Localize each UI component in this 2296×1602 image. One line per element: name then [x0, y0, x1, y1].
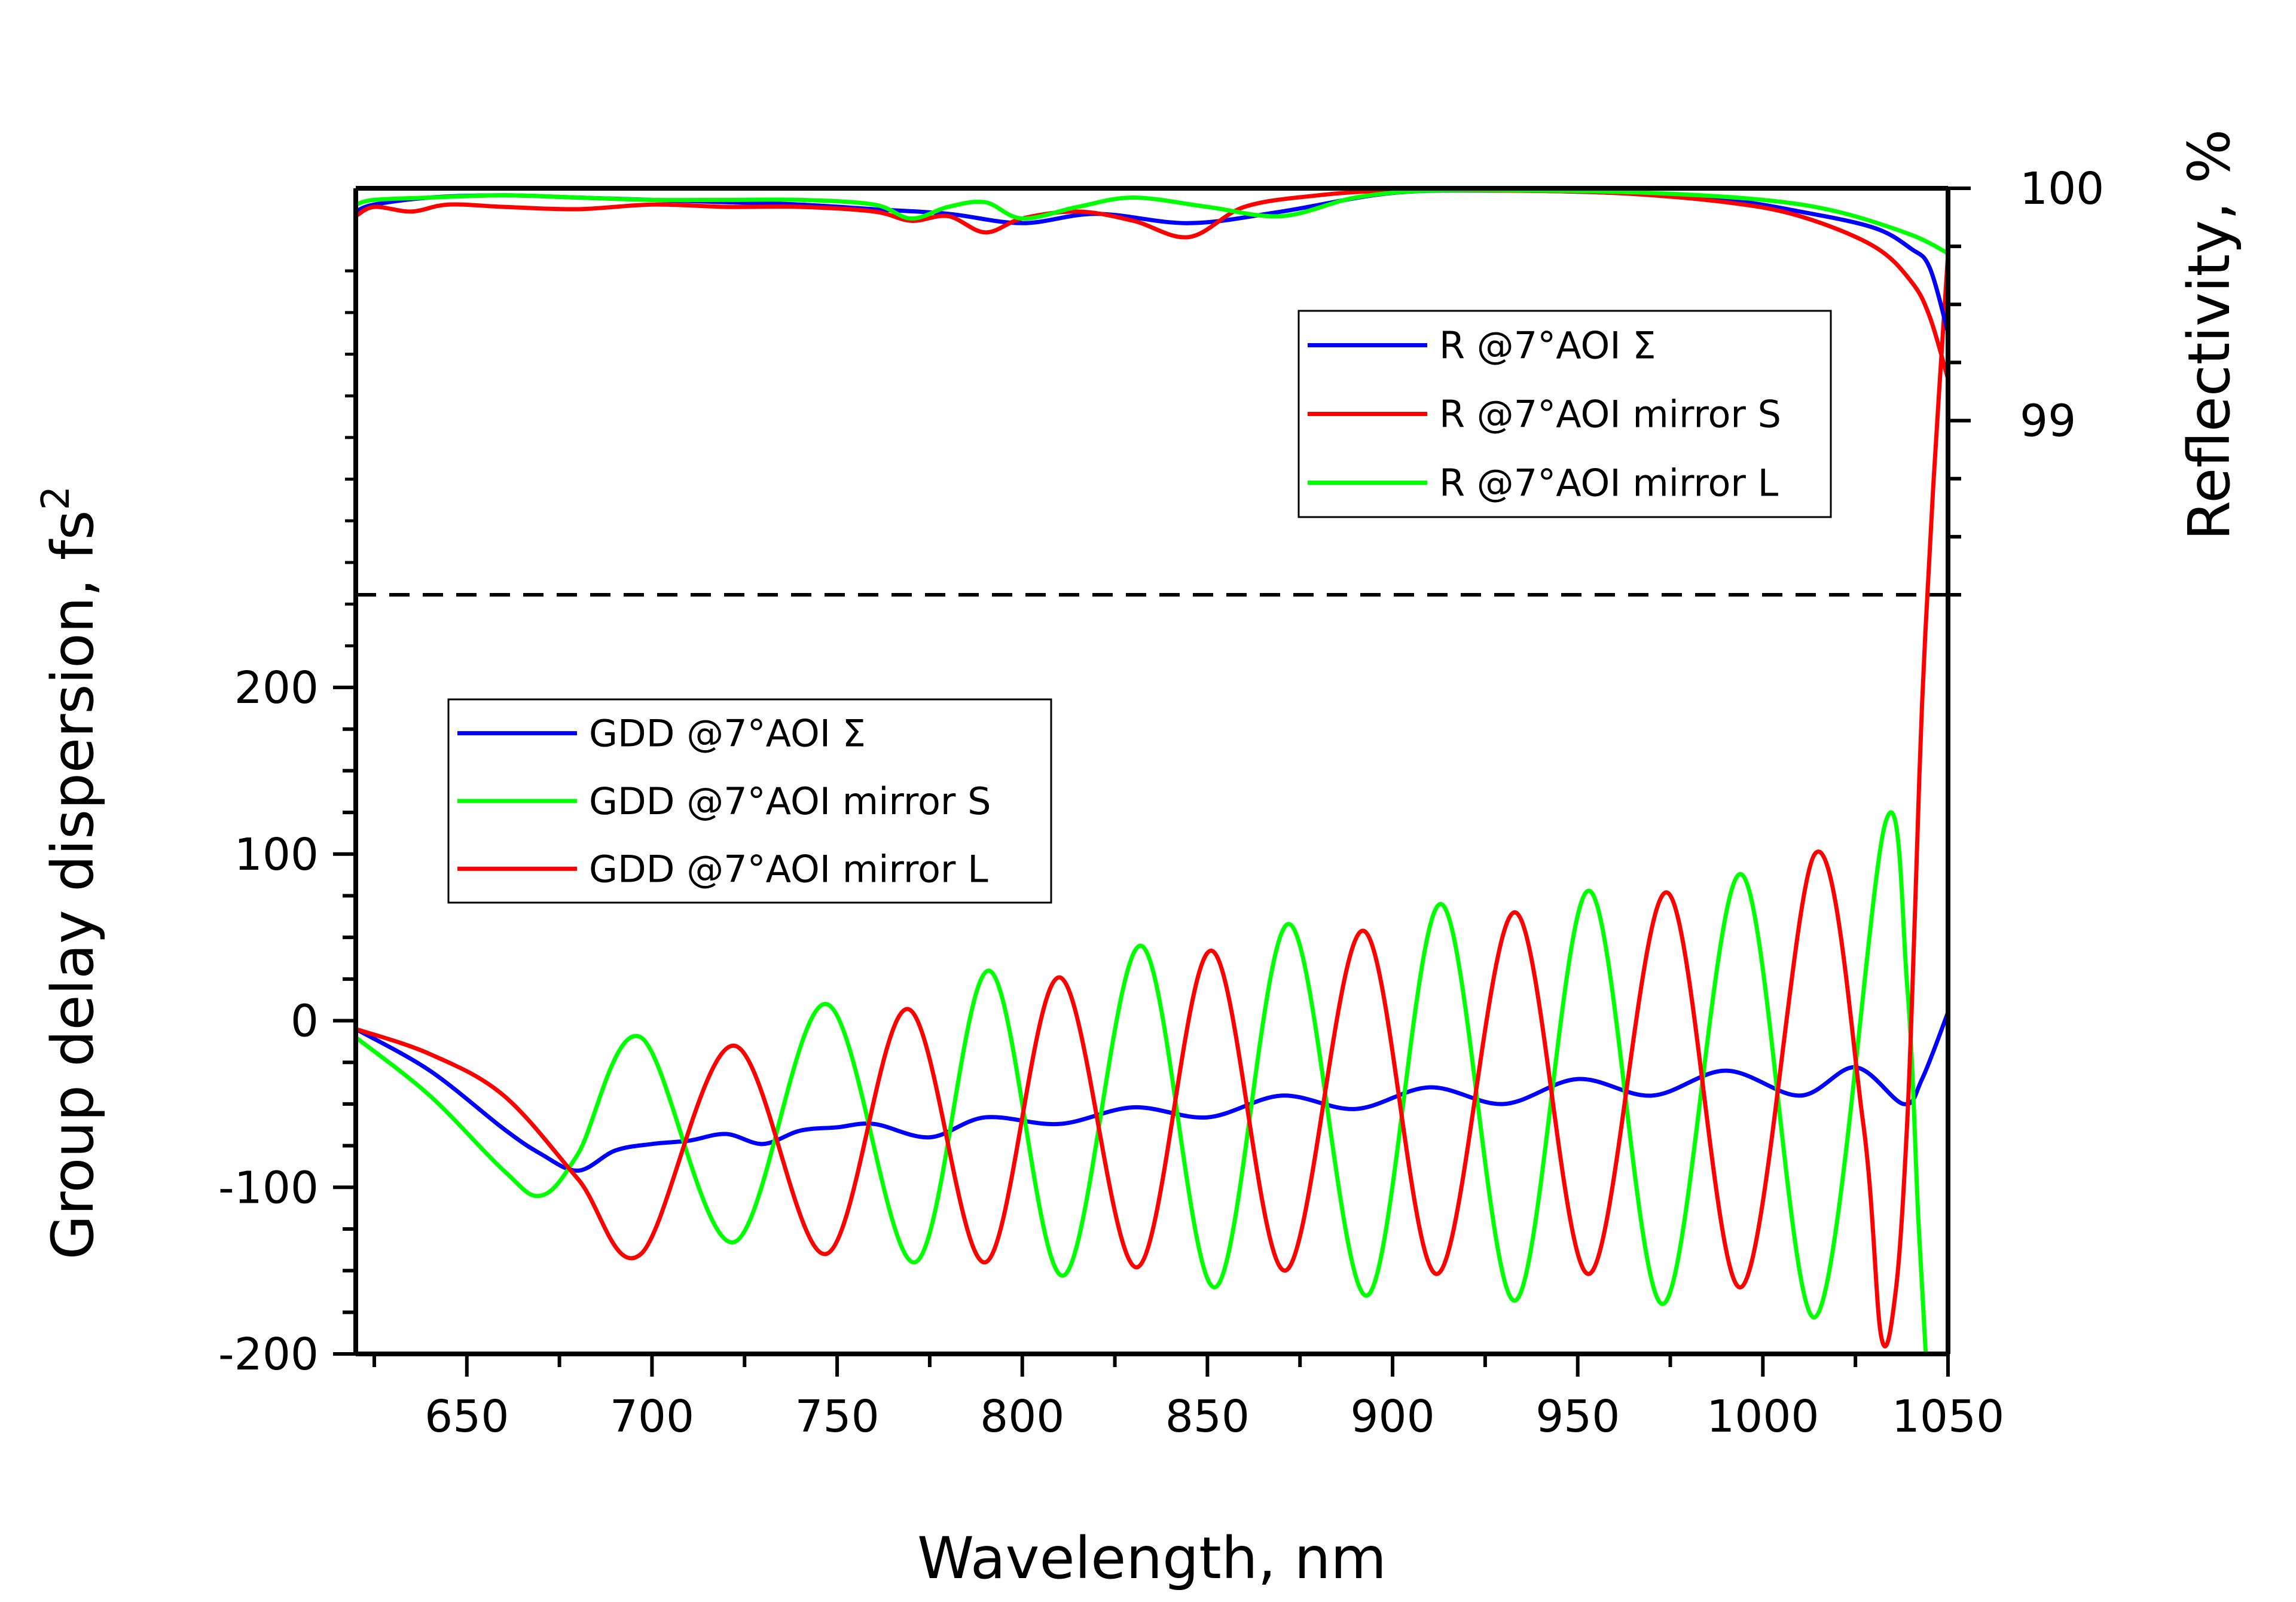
x-tick-label: 1000	[1706, 1391, 1819, 1442]
reflectivity-axis-title: Reflectivity, %	[2176, 129, 2243, 540]
gdd-axis-title-superscript: 2	[34, 486, 78, 510]
reflectivity-legend-label-1: R @7°AOI mirror S	[1439, 393, 1781, 436]
reflectivity-legend-label-0: R @7°AOI Σ	[1439, 324, 1656, 368]
gdd-series-line-2	[356, 254, 1948, 1349]
gdd-tick-label: -200	[218, 1329, 319, 1380]
x-axis-title: Wavelength, nm	[917, 1525, 1387, 1592]
gdd-series-line-0	[356, 1011, 1948, 1173]
x-tick-label: 750	[795, 1391, 879, 1442]
x-tick-label: 950	[1535, 1391, 1620, 1442]
reflectivity-series-line-1	[356, 188, 1948, 380]
x-tick-label: 800	[980, 1391, 1064, 1442]
x-tick-label: 1050	[1892, 1391, 2004, 1442]
gdd-tick-label: 200	[234, 662, 319, 714]
gdd-series-line-1	[356, 810, 1928, 1354]
reflectivity-tick-label: 99	[2020, 396, 2076, 447]
x-tick-label: 650	[425, 1391, 509, 1442]
x-tick-label: 850	[1165, 1391, 1250, 1442]
x-tick-label: 900	[1350, 1391, 1434, 1442]
x-tick-label: 700	[610, 1391, 694, 1442]
reflectivity-tick-label: 100	[2020, 163, 2104, 215]
gdd-axis-title: Group delay dispersion, fs2	[34, 486, 106, 1260]
gdd-legend-label-0: GDD @7°AOI Σ	[589, 712, 866, 756]
reflectivity-series-line-2	[356, 188, 1948, 255]
gdd-legend-label-1: GDD @7°AOI mirror S	[589, 779, 991, 823]
gdd-tick-label: 100	[234, 829, 319, 881]
gdd-legend-label-2: GDD @7°AOI mirror L	[589, 847, 988, 891]
reflectivity-legend-label-2: R @7°AOI mirror L	[1439, 461, 1779, 505]
gdd-tick-label: 0	[291, 996, 319, 1047]
gdd-tick-label: -100	[218, 1162, 319, 1213]
